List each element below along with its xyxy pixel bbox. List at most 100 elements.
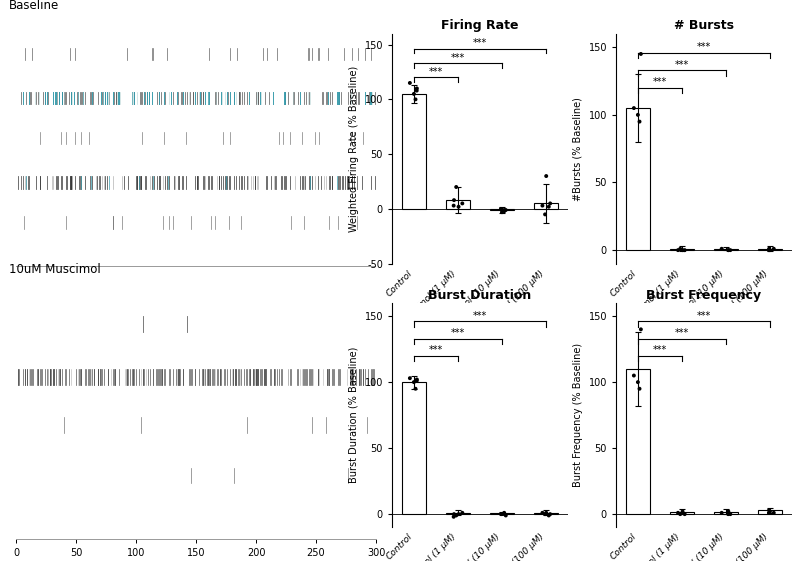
Point xyxy=(767,244,780,253)
Point xyxy=(494,509,507,518)
Text: 10uM Muscimol: 10uM Muscimol xyxy=(9,263,101,276)
Point xyxy=(633,384,646,393)
Point xyxy=(456,508,469,517)
Point xyxy=(499,511,512,520)
Text: Baseline: Baseline xyxy=(9,0,59,12)
Point xyxy=(538,509,551,518)
Point xyxy=(447,201,460,210)
Point xyxy=(631,378,644,387)
Bar xyxy=(626,369,650,514)
Text: ***: *** xyxy=(653,345,667,355)
Y-axis label: #Bursts (% Baseline): #Bursts (% Baseline) xyxy=(573,96,583,201)
Point xyxy=(722,246,734,255)
Point xyxy=(633,117,646,126)
Point xyxy=(722,509,734,518)
Point xyxy=(407,378,420,387)
Point xyxy=(627,371,640,380)
Point xyxy=(763,507,776,516)
Point xyxy=(495,509,508,518)
Text: ***: *** xyxy=(473,311,487,321)
Bar xyxy=(490,209,514,210)
Point xyxy=(409,384,422,393)
Point xyxy=(498,508,510,517)
Point xyxy=(672,246,685,255)
Point xyxy=(762,246,775,255)
Point xyxy=(672,508,685,517)
Title: # Bursts: # Bursts xyxy=(674,20,734,33)
Point xyxy=(715,508,728,517)
Point xyxy=(448,196,461,205)
Text: ***: *** xyxy=(675,328,689,338)
Point xyxy=(724,509,737,518)
Bar xyxy=(446,513,470,514)
Point xyxy=(450,511,462,520)
Point xyxy=(536,508,549,517)
Point xyxy=(634,49,647,58)
Y-axis label: Burst Frequency (% Baseline): Burst Frequency (% Baseline) xyxy=(573,343,583,487)
Point xyxy=(498,205,510,214)
Y-axis label: Weighted Firing Rate (% Baseline): Weighted Firing Rate (% Baseline) xyxy=(349,66,359,232)
Bar xyxy=(534,204,558,209)
Point xyxy=(407,89,420,98)
Text: ***: *** xyxy=(473,39,487,48)
Point xyxy=(403,79,416,88)
Bar xyxy=(714,249,738,250)
Point xyxy=(450,182,462,191)
Point xyxy=(631,111,644,119)
Point xyxy=(498,206,510,215)
Point xyxy=(634,325,647,334)
Point xyxy=(722,246,734,255)
Point xyxy=(674,244,686,253)
Point xyxy=(544,199,557,208)
Point xyxy=(452,202,465,211)
Point xyxy=(499,205,512,214)
Point xyxy=(403,374,416,383)
Bar xyxy=(670,249,694,250)
Point xyxy=(676,507,689,516)
Bar xyxy=(534,513,558,514)
Bar xyxy=(626,108,650,250)
Point xyxy=(674,509,686,518)
Point xyxy=(627,104,640,113)
Point xyxy=(410,86,423,95)
Bar xyxy=(402,382,426,514)
Text: ***: *** xyxy=(451,328,465,338)
Point xyxy=(542,202,555,211)
Point xyxy=(495,208,508,217)
Text: ***: *** xyxy=(429,67,443,77)
Point xyxy=(540,508,553,517)
Text: ***: *** xyxy=(429,345,443,355)
Point xyxy=(722,507,734,516)
Bar xyxy=(714,512,738,514)
Point xyxy=(447,512,460,521)
Point xyxy=(456,199,469,208)
Text: ***: *** xyxy=(653,77,667,87)
Point xyxy=(410,84,423,93)
Point xyxy=(410,375,423,384)
Title: Firing Rate: Firing Rate xyxy=(442,20,518,33)
Point xyxy=(762,508,775,517)
Point xyxy=(494,204,507,213)
Point xyxy=(536,201,549,210)
Point xyxy=(763,246,776,255)
Text: ***: *** xyxy=(697,42,711,52)
Point xyxy=(676,246,689,255)
Bar xyxy=(758,510,782,514)
Point xyxy=(410,376,423,385)
Text: ***: *** xyxy=(451,53,465,63)
Point xyxy=(724,246,737,255)
Y-axis label: Burst Duration (% Baseline): Burst Duration (% Baseline) xyxy=(349,347,359,484)
Bar xyxy=(446,200,470,209)
Point xyxy=(452,509,465,518)
Point xyxy=(767,508,780,517)
Point xyxy=(540,172,553,181)
Text: ***: *** xyxy=(675,59,689,70)
Point xyxy=(409,95,422,104)
Bar xyxy=(490,513,514,514)
Point xyxy=(498,509,510,518)
Bar xyxy=(670,512,694,514)
Point xyxy=(538,210,551,219)
Point xyxy=(762,244,775,253)
Title: Burst Duration: Burst Duration xyxy=(428,289,532,302)
Point xyxy=(448,509,461,518)
